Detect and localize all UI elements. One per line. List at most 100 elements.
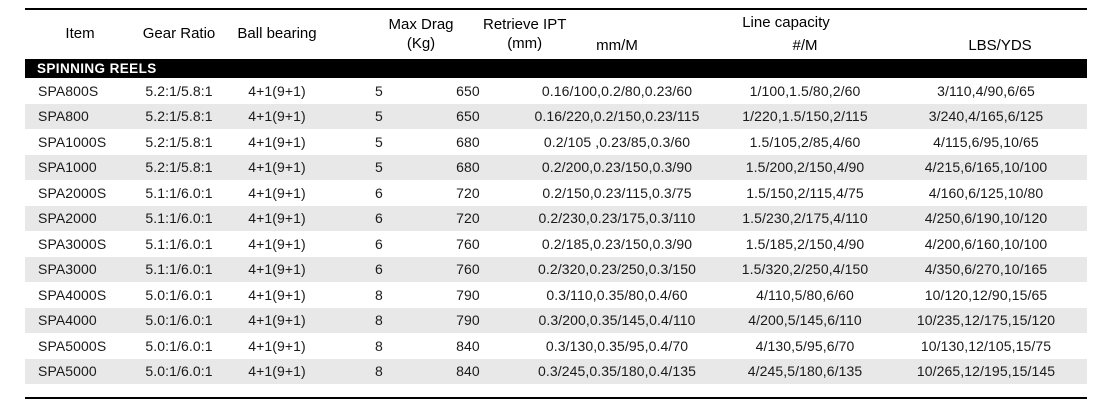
cell-item: SPA800: [25, 103, 135, 129]
table-row: SPA4000 5.0:1/6.0:1 4+1(9+1) 8 790 0.3/200,0.…: [25, 307, 1087, 333]
cell-line-capacity-lbs-yds: 4/115,6/95,10/65: [933, 133, 1039, 150]
cell-retrieve-ipt: 790: [456, 286, 480, 303]
cell-ball-bearing: 4+1(9+1): [223, 358, 331, 384]
table-row: SPA800S 5.2:1/5.8:1 4+1(9+1) 5 650 0.16/100,0…: [25, 78, 1087, 104]
cell-retrieve-ipt: 650: [427, 103, 509, 129]
cell-gear-ratio: 5.0:1/6.0:1: [145, 286, 213, 303]
cell-item: SPA1000: [25, 154, 135, 180]
col-header-mm-m-label: mm/M: [596, 37, 638, 54]
cell-ball-bearing: 4+1(9+1): [223, 256, 331, 282]
col-header-max-drag-label: Max Drag (Kg): [388, 16, 453, 54]
col-header-lbs-yds: LBS/YDS: [885, 36, 1087, 59]
cell-item: SPA4000S: [38, 286, 107, 303]
cell-gear-ratio: 5.1:1/6.0:1: [135, 256, 223, 282]
cell-line-capacity-mm-m: 0.3/245,0.35/180,0.4/135: [509, 358, 725, 384]
cell-max-drag: 5: [375, 82, 383, 99]
cell-gear-ratio: 5.2:1/5.8:1: [135, 154, 223, 180]
cell-line-capacity-num-m: 1.5/320,2/250,4/150: [725, 256, 885, 282]
table-row: SPA1000S 5.2:1/5.8:1 4+1(9+1) 5 680 0.2/105 ,…: [25, 129, 1087, 155]
col-header-item: Item: [25, 10, 135, 59]
cell-line-capacity-mm-m: 0.16/220,0.2/150,0.23/115: [509, 103, 725, 129]
max-drag-unit-bottom: (Kg): [406, 34, 436, 52]
cell-line-capacity-lbs-yds: 4/215,6/165,10/100: [885, 154, 1087, 180]
cell-ball-bearing: 4+1(9+1): [223, 307, 331, 333]
cell-line-capacity-mm-m: 0.2/105 ,0.23/85,0.3/60: [543, 133, 691, 150]
cell-max-drag: 6: [375, 184, 383, 201]
cell-line-capacity-lbs-yds: 4/200,6/160,10/100: [924, 235, 1048, 252]
cell-max-drag: 6: [375, 235, 383, 252]
cell-ball-bearing: 4+1(9+1): [248, 235, 306, 252]
cell-line-capacity-num-m: 1.5/185,2/150,4/90: [745, 235, 865, 252]
cell-ball-bearing: 4+1(9+1): [248, 82, 306, 99]
cell-max-drag: 5: [331, 103, 427, 129]
cell-line-capacity-mm-m: 0.3/200,0.35/145,0.4/110: [509, 307, 725, 333]
col-header-lbs-yds-label: LBS/YDS: [968, 37, 1032, 54]
table-row: SPA800 5.2:1/5.8:1 4+1(9+1) 5 650 0.16/220,0.…: [25, 103, 1087, 129]
cell-retrieve-ipt: 720: [456, 184, 480, 201]
cell-ball-bearing: 4+1(9+1): [248, 286, 306, 303]
cell-line-capacity-num-m: 4/110,5/80,6/60: [756, 286, 854, 303]
col-header-gear-ratio-label: Gear Ratio: [142, 25, 216, 43]
cell-item: SPA2000: [25, 205, 135, 231]
cell-line-capacity-lbs-yds: 4/250,6/190,10/120: [885, 205, 1087, 231]
col-header-num-m-label: #/M: [792, 37, 818, 54]
cell-gear-ratio: 5.1:1/6.0:1: [135, 205, 223, 231]
cell-gear-ratio: 5.1:1/6.0:1: [145, 235, 213, 252]
cell-line-capacity-num-m: 1.5/200,2/150,4/90: [725, 154, 885, 180]
cell-ball-bearing: 4+1(9+1): [248, 133, 306, 150]
cell-line-capacity-num-m: 1/100,1.5/80,2/60: [749, 82, 861, 99]
cell-gear-ratio: 5.0:1/6.0:1: [135, 307, 223, 333]
cell-ball-bearing: 4+1(9+1): [223, 103, 331, 129]
cell-retrieve-ipt: 680: [427, 154, 509, 180]
cell-line-capacity-lbs-yds: 10/120,12/90,15/65: [924, 286, 1048, 303]
cell-line-capacity-num-m: 1.5/105,2/85,4/60: [749, 133, 861, 150]
cell-gear-ratio: 5.2:1/5.8:1: [135, 103, 223, 129]
cell-line-capacity-num-m: 1.5/150,2/115,4/75: [746, 184, 864, 201]
cell-line-capacity-num-m: 1.5/230,2/175,4/110: [725, 205, 885, 231]
cell-max-drag: 8: [331, 307, 427, 333]
table-row: SPA2000S 5.1:1/6.0:1 4+1(9+1) 6 720 0.2/150,0…: [25, 180, 1087, 206]
cell-line-capacity-num-m: 4/130,5/95,6/70: [755, 337, 855, 354]
cell-max-drag: 8: [375, 286, 383, 303]
cell-gear-ratio: 5.0:1/6.0:1: [145, 337, 213, 354]
col-header-retrieve-ipt: Retrieve IPT (mm): [427, 10, 566, 59]
cell-gear-ratio: 5.0:1/6.0:1: [135, 358, 223, 384]
table-header: Item Gear Ratio Ball bearing Max Drag (K…: [25, 10, 1087, 59]
max-drag-unit-top: Max Drag: [388, 15, 454, 33]
section-header-row: SPINNING REELS: [25, 59, 1087, 78]
cell-line-capacity-num-m: 4/200,5/145,6/110: [725, 307, 885, 333]
retrieve-unit-bottom: (mm): [507, 34, 543, 52]
cell-item: SPA2000S: [38, 184, 107, 201]
col-header-num-m: #/M: [725, 36, 885, 59]
cell-max-drag: 6: [331, 205, 427, 231]
spec-table: Item Gear Ratio Ball bearing Max Drag (K…: [25, 10, 1087, 384]
table-row: SPA2000 5.1:1/6.0:1 4+1(9+1) 6 720 0.2/230,0.…: [25, 205, 1087, 231]
cell-line-capacity-lbs-yds: 4/160,6/125,10/80: [928, 184, 1044, 201]
cell-retrieve-ipt: 840: [427, 358, 509, 384]
section-header: SPINNING REELS: [25, 59, 1087, 78]
col-header-ball-bearing-label: Ball bearing: [237, 25, 317, 43]
cell-max-drag: 6: [331, 256, 427, 282]
cell-retrieve-ipt: 760: [456, 235, 480, 252]
cell-line-capacity-mm-m: 0.16/100,0.2/80,0.23/60: [541, 82, 693, 99]
cell-line-capacity-lbs-yds: 10/265,12/195,15/145: [885, 358, 1087, 384]
cell-gear-ratio: 5.1:1/6.0:1: [145, 184, 213, 201]
cell-line-capacity-lbs-yds: 10/235,12/175,15/120: [885, 307, 1087, 333]
col-header-max-drag: Max Drag (Kg): [331, 10, 453, 59]
cell-retrieve-ipt: 840: [456, 337, 480, 354]
cell-max-drag: 5: [331, 154, 427, 180]
cell-line-capacity-mm-m: 0.2/320,0.23/250,0.3/150: [509, 256, 725, 282]
col-header-line-capacity-label: Line capacity: [742, 13, 830, 31]
cell-max-drag: 5: [375, 133, 383, 150]
cell-gear-ratio: 5.2:1/5.8:1: [145, 133, 213, 150]
table-row: SPA3000S 5.1:1/6.0:1 4+1(9+1) 6 760 0.2/185,0…: [25, 231, 1087, 257]
cell-retrieve-ipt: 680: [456, 133, 480, 150]
cell-ball-bearing: 4+1(9+1): [248, 184, 306, 201]
cell-ball-bearing: 4+1(9+1): [223, 205, 331, 231]
cell-retrieve-ipt: 650: [456, 82, 480, 99]
cell-item: SPA5000: [25, 358, 135, 384]
col-header-ball-bearing: Ball bearing: [223, 10, 331, 59]
cell-retrieve-ipt: 760: [427, 256, 509, 282]
cell-line-capacity-lbs-yds: 10/130,12/105,15/75: [920, 337, 1052, 354]
cell-item: SPA3000S: [38, 235, 107, 252]
